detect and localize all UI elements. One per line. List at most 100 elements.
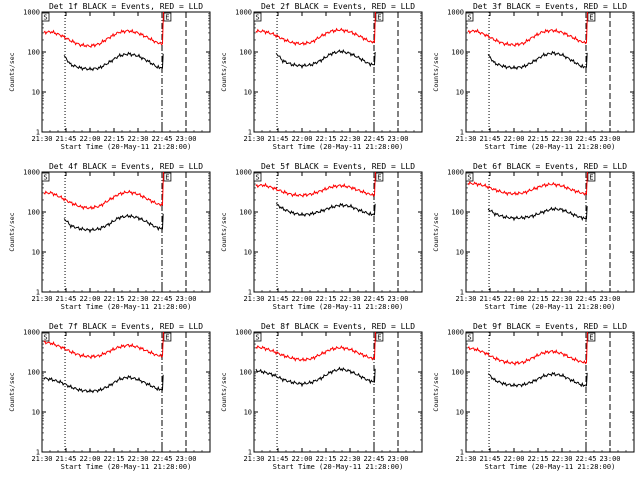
- panel-det-8: Det 8f BLACK = Events, RED = LLD 1 10 100 10…: [220, 322, 423, 471]
- x-axis-label: Start Time (20-May-11 21:28:00): [273, 463, 404, 471]
- x-tick-label: 22:45: [363, 455, 384, 463]
- flag-box: [253, 172, 262, 182]
- y-tick-label: 10: [456, 89, 464, 97]
- y-tick-label: 100: [451, 49, 464, 57]
- panel-det-1: Det 1f BLACK = Events, RED = LLD 1 10 100 10…: [8, 2, 211, 151]
- x-axis-label: Start Time (20-May-11 21:28:00): [485, 143, 616, 151]
- x-tick-label: 22:45: [363, 295, 384, 303]
- x-tick-label: 23:00: [175, 295, 196, 303]
- series-line-lld: [43, 171, 164, 211]
- y-tick-label: 100: [451, 209, 464, 217]
- panel-det-2: Det 2f BLACK = Events, RED = LLD 1 10 100 10…: [220, 2, 423, 151]
- y-tick-label: 10: [32, 249, 40, 257]
- x-tick-label: 22:30: [339, 135, 360, 143]
- flag-box: [587, 12, 596, 22]
- flag-box: [163, 12, 172, 22]
- y-tick-label: 1000: [235, 9, 252, 17]
- flag-box: [253, 332, 262, 342]
- y-axis-label: Counts/sec: [8, 372, 16, 411]
- flag-label-S: S: [43, 174, 47, 182]
- x-axis-label: Start Time (20-May-11 21:28:00): [61, 303, 192, 311]
- x-tick-label: 21:30: [31, 295, 52, 303]
- x-tick-label: 21:30: [243, 455, 264, 463]
- x-tick-label: 22:30: [127, 135, 148, 143]
- flag-box: [375, 332, 384, 342]
- x-tick-label: 21:30: [455, 135, 476, 143]
- y-tick-label: 1000: [447, 9, 464, 17]
- x-tick-label: 22:15: [527, 135, 548, 143]
- x-tick-label: 21:45: [55, 295, 76, 303]
- x-tick-label: 21:45: [267, 135, 288, 143]
- x-tick-label: 22:00: [503, 295, 524, 303]
- flag-label-E: E: [589, 334, 593, 342]
- panel-title: Det 4f BLACK = Events, RED = LLD: [49, 162, 203, 171]
- y-tick-label: 100: [239, 369, 252, 377]
- flag-box: [41, 332, 50, 342]
- y-axis-label: Counts/sec: [8, 52, 16, 91]
- flag-label-S: S: [467, 334, 471, 342]
- plot-frame: [41, 171, 211, 293]
- y-tick-label: 1: [36, 289, 40, 297]
- x-tick-label: 21:30: [243, 295, 264, 303]
- y-tick-label: 10: [32, 89, 40, 97]
- plot-frame: [253, 331, 423, 453]
- y-tick-label: 1000: [235, 329, 252, 337]
- y-tick-label: 10: [244, 409, 252, 417]
- y-tick-label: 1: [248, 449, 252, 457]
- x-tick-label: 21:45: [267, 295, 288, 303]
- series-line-events: [487, 371, 588, 388]
- x-tick-label: 21:45: [479, 455, 500, 463]
- x-tick-label: 22:15: [315, 295, 336, 303]
- x-tick-label: 22:15: [527, 455, 548, 463]
- y-axis-label: Counts/sec: [432, 212, 440, 251]
- y-tick-label: 1: [460, 289, 464, 297]
- y-tick-label: 10: [456, 249, 464, 257]
- x-tick-label: 22:30: [339, 455, 360, 463]
- panel-det-4: Det 4f BLACK = Events, RED = LLD 1 10 100 10…: [8, 162, 211, 311]
- x-tick-label: 21:45: [55, 455, 76, 463]
- x-tick-label: 22:30: [339, 295, 360, 303]
- flag-label-S: S: [467, 174, 471, 182]
- y-tick-label: 100: [239, 49, 252, 57]
- y-tick-label: 100: [239, 209, 252, 217]
- y-tick-label: 1000: [23, 169, 40, 177]
- series-line-lld: [467, 171, 588, 197]
- x-tick-label: 21:30: [455, 295, 476, 303]
- x-tick-label: 22:45: [575, 295, 596, 303]
- x-tick-label: 22:45: [575, 135, 596, 143]
- panel-det-3: Det 3f BLACK = Events, RED = LLD 1 10 100 10…: [432, 2, 635, 151]
- flag-box: [465, 332, 474, 342]
- y-tick-label: 1000: [235, 169, 252, 177]
- x-tick-label: 22:30: [127, 295, 148, 303]
- y-tick-label: 10: [32, 409, 40, 417]
- flag-label-E: E: [165, 334, 169, 342]
- flag-label-S: S: [467, 14, 471, 22]
- x-tick-label: 21:45: [55, 135, 76, 143]
- y-tick-label: 1: [460, 449, 464, 457]
- y-axis-label: Counts/sec: [432, 52, 440, 91]
- series-line-events: [275, 49, 376, 69]
- x-axis-label: Start Time (20-May-11 21:28:00): [485, 303, 616, 311]
- x-tick-label: 21:30: [243, 135, 264, 143]
- x-tick-label: 22:30: [551, 135, 572, 143]
- panel-title: Det 2f BLACK = Events, RED = LLD: [261, 2, 415, 11]
- x-tick-label: 23:00: [387, 455, 408, 463]
- x-tick-label: 23:00: [387, 135, 408, 143]
- x-tick-label: 21:30: [31, 455, 52, 463]
- x-tick-label: 22:00: [291, 455, 312, 463]
- x-tick-label: 22:45: [151, 295, 172, 303]
- x-tick-label: 23:00: [175, 455, 196, 463]
- x-tick-label: 23:00: [387, 295, 408, 303]
- x-tick-label: 21:30: [455, 455, 476, 463]
- flag-box: [465, 12, 474, 22]
- x-tick-label: 22:00: [291, 135, 312, 143]
- x-tick-label: 22:30: [551, 295, 572, 303]
- flag-label-S: S: [255, 14, 259, 22]
- panel-title: Det 5f BLACK = Events, RED = LLD: [261, 162, 415, 171]
- y-tick-label: 1000: [23, 9, 40, 17]
- panel-det-9: Det 9f BLACK = Events, RED = LLD 1 10 100 10…: [432, 322, 635, 471]
- x-tick-label: 22:15: [103, 455, 124, 463]
- y-tick-label: 1: [36, 129, 40, 137]
- x-tick-label: 22:15: [103, 295, 124, 303]
